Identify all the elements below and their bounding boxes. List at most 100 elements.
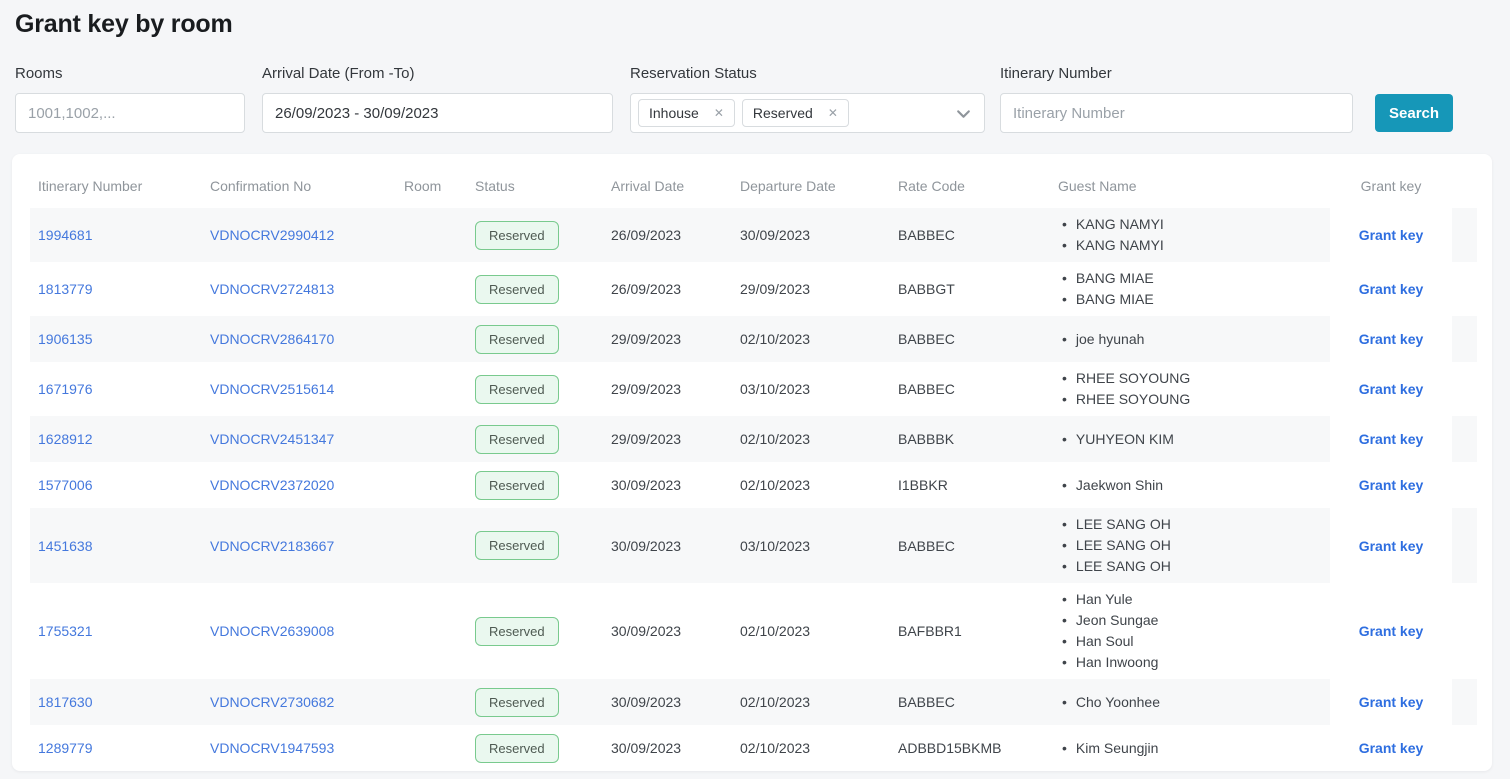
table-row: 1817630 VDNOCRV2730682 Reserved 30/09/2023 0… [30,679,1477,725]
confirmation-link[interactable]: VDNOCRV2639008 [210,623,335,639]
confirmation-link[interactable]: VDNOCRV2183667 [210,537,335,554]
guest-name: Han Yule [1058,589,1330,610]
guest-name-cell: KANG NAMYIKANG NAMYI [1058,208,1330,262]
guest-list: LEE SANG OHLEE SANG OHLEE SANG OH [1058,508,1330,583]
guest-name-cell: RHEE SOYOUNGRHEE SOYOUNG [1058,362,1330,416]
arrival-date-cell: 26/09/2023 [611,227,682,243]
grant-key-cell: Grant key [1330,416,1452,462]
confirmation-link[interactable]: VDNOCRV2372020 [210,477,335,493]
itinerary-number-filter: Itinerary Number [1000,65,1353,133]
arrival-date-cell: 30/09/2023 [611,477,682,493]
table-row: 1906135 VDNOCRV2864170 Reserved 29/09/2023 0… [30,316,1477,362]
table-body: 1994681 VDNOCRV2990412 Reserved 26/09/2023 3… [30,208,1477,771]
grant-key-cell: Grant key [1330,679,1452,725]
remove-chip-icon[interactable]: ✕ [827,106,838,120]
guest-name-cell: Kim Seungjin [1058,732,1330,765]
itinerary-number-input[interactable] [1000,93,1353,133]
guest-name-cell: Jaekwon Shin [1058,469,1330,502]
grant-key-cell: Grant key [1330,725,1452,771]
status-badge: Reserved [475,424,559,454]
arrival-date-cell: 29/09/2023 [611,431,682,447]
grant-key-link[interactable]: Grant key [1358,623,1424,639]
confirmation-link[interactable]: VDNOCRV2724813 [210,281,335,297]
confirmation-link[interactable]: VDNOCRV2451347 [210,431,335,447]
itinerary-link[interactable]: 1813779 [38,281,93,297]
status-chip: Reserved ✕ [741,99,849,127]
reservation-status-label: Reservation Status [630,65,757,82]
confirmation-cell: VDNOCRV2451347 [210,431,404,447]
grant-key-link[interactable]: Grant key [1358,281,1424,297]
itinerary-link[interactable]: 1755321 [38,623,93,639]
departure-date-cell: 03/10/2023 [740,537,811,554]
guest-list: Han YuleJeon SungaeHan SoulHan Inwoong [1058,583,1330,679]
confirmation-link[interactable]: VDNOCRV2990412 [210,227,335,243]
rate-code-cell: BAFBBR1 [898,623,962,639]
column-header-room: Room [404,178,442,194]
column-header-guest-name: Guest Name [1058,178,1137,194]
column-header-itinerary-number: Itinerary Number [38,178,143,194]
guest-name: RHEE SOYOUNG [1058,368,1330,389]
table-row: 1628912 VDNOCRV2451347 Reserved 29/09/2023 0… [30,416,1477,462]
rate-code-cell: BABBEC [898,537,955,554]
grant-key-link[interactable]: Grant key [1358,331,1424,347]
itinerary-link[interactable]: 1628912 [38,431,93,447]
status-cell: Reserved [475,274,611,304]
itinerary-cell: 1755321 [38,623,210,639]
itinerary-link[interactable]: 1906135 [38,331,93,347]
arrival-date-cell: 30/09/2023 [611,623,682,639]
itinerary-link[interactable]: 1577006 [38,477,93,493]
guest-name: Jeon Sungae [1058,610,1330,631]
confirmation-link[interactable]: VDNOCRV2515614 [210,381,335,397]
search-button[interactable]: Search [1375,94,1454,132]
grant-key-link[interactable]: Grant key [1358,381,1424,397]
remove-chip-icon[interactable]: ✕ [713,106,724,120]
guest-list: Jaekwon Shin [1058,469,1330,502]
rate-code-cell: BABBEC [898,694,955,710]
status-badge: Reserved [475,324,559,354]
guest-name: Cho Yoonhee [1058,692,1330,713]
column-header-confirmation-no: Confirmation No [210,178,312,194]
table-row: 1755321 VDNOCRV2639008 Reserved 30/09/2023 0… [30,583,1477,679]
table-row: 1994681 VDNOCRV2990412 Reserved 26/09/2023 3… [30,208,1477,262]
itinerary-link[interactable]: 1817630 [38,694,93,710]
itinerary-cell: 1289779 [38,740,210,756]
rooms-input[interactable] [15,93,245,133]
rate-code-cell: BABBGT [898,281,955,297]
guest-name: BANG MIAE [1058,268,1330,289]
guest-list: YUHYEON KIM [1058,423,1330,456]
arrival-date-input[interactable] [262,93,613,133]
itinerary-link[interactable]: 1671976 [38,381,93,397]
itinerary-cell: 1628912 [38,431,210,447]
guest-name: LEE SANG OH [1058,535,1330,556]
departure-date-cell: 02/10/2023 [740,431,811,447]
confirmation-cell: VDNOCRV2183667 [210,538,404,554]
status-badge: Reserved [475,531,559,560]
itinerary-cell: 1451638 [38,538,210,554]
grant-key-link[interactable]: Grant key [1358,227,1424,243]
grant-key-link[interactable]: Grant key [1358,694,1424,710]
grant-key-link[interactable]: Grant key [1358,740,1424,756]
grant-key-link[interactable]: Grant key [1358,537,1424,554]
confirmation-link[interactable]: VDNOCRV2864170 [210,331,335,347]
guest-name: YUHYEON KIM [1058,429,1330,450]
confirmation-link[interactable]: VDNOCRV1947593 [210,740,335,756]
grant-key-link[interactable]: Grant key [1358,477,1424,493]
confirmation-link[interactable]: VDNOCRV2730682 [210,694,335,710]
grant-key-cell: Grant key [1330,508,1452,583]
guest-name: BANG MIAE [1058,289,1330,310]
grant-key-link[interactable]: Grant key [1358,431,1424,447]
reservation-status-select[interactable]: Inhouse ✕ Reserved ✕ [630,93,985,133]
row-filler [1452,679,1477,725]
rate-code-cell: BABBEC [898,227,955,243]
itinerary-link[interactable]: 1289779 [38,740,93,756]
itinerary-cell: 1994681 [38,227,210,243]
row-filler [1452,362,1477,416]
itinerary-link[interactable]: 1994681 [38,227,93,243]
guest-name-cell: LEE SANG OHLEE SANG OHLEE SANG OH [1058,508,1330,583]
status-cell: Reserved [475,324,611,354]
departure-date-cell: 02/10/2023 [740,623,811,639]
itinerary-number-label: Itinerary Number [1000,65,1112,82]
status-badge: Reserved [475,374,559,404]
chevron-down-icon[interactable] [955,105,972,122]
itinerary-link[interactable]: 1451638 [38,537,93,554]
